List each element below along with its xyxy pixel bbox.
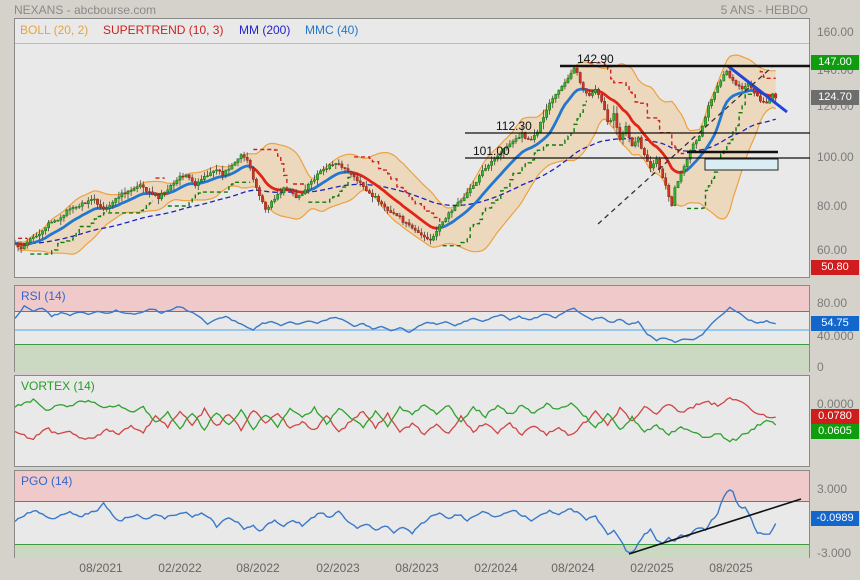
vortex-panel[interactable]: VORTEX (14) — [14, 375, 810, 467]
x-axis-date-label: 08/2024 — [551, 561, 595, 575]
rsi-oversold-zone — [15, 344, 809, 372]
x-axis-date-label: 08/2025 — [709, 561, 753, 575]
x-axis-date-label: 02/2023 — [316, 561, 360, 575]
pgo-lower-zone — [15, 544, 809, 558]
x-axis-date-label: 08/2021 — [79, 561, 123, 575]
rsi-value-badge: 54.75 — [811, 316, 859, 331]
page-title: NEXANS - abcbourse.com — [14, 3, 157, 17]
legend-supertrend: SUPERTREND (10, 3) — [103, 23, 224, 37]
support1-price-label: 112.30 — [496, 119, 532, 133]
vortex-value-badge: 0.0605 — [811, 424, 859, 439]
legend-mm200: MM (200) — [239, 23, 291, 37]
vortex-title: VORTEX (14) — [21, 379, 95, 393]
main-value-badge: 50.80 — [811, 260, 859, 275]
support2-price-label: 101.00 — [473, 144, 510, 158]
main-axis-label: 100.00 — [817, 150, 854, 164]
timeframe-label: 5 ANS - HEBDO — [720, 3, 808, 17]
pgo-axis-label: -3.000 — [817, 546, 852, 560]
pgo-upper-zone — [15, 471, 809, 502]
pgo-title: PGO (14) — [21, 474, 73, 488]
rsi-title: RSI (14) — [21, 289, 66, 303]
rsi-axis-label: 0 — [817, 360, 824, 374]
rsi-axis-label: 40.000 — [817, 329, 854, 343]
rsi-panel[interactable]: RSI (14) — [14, 285, 810, 372]
pgo-panel[interactable]: PGO (14) — [14, 470, 810, 558]
vortex-value-badge: 0.0780 — [811, 409, 859, 424]
price-panel[interactable]: BOLL (20, 2) SUPERTREND (10, 3) MM (200)… — [14, 18, 810, 278]
pgo-axis-label: 3.000 — [817, 482, 848, 496]
legend-boll: BOLL (20, 2) — [20, 23, 89, 37]
x-axis-date-label: 02/2024 — [474, 561, 518, 575]
resistance-price-label: 142.90 — [577, 52, 614, 66]
rsi-overbought-zone — [15, 286, 809, 312]
pgo-value-badge: -0.0989 — [811, 511, 859, 526]
rsi-mid-line — [15, 329, 809, 331]
x-axis-date-label: 08/2022 — [236, 561, 280, 575]
indicator-legend: BOLL (20, 2) SUPERTREND (10, 3) MM (200)… — [15, 19, 809, 44]
main-axis-label: 160.00 — [817, 25, 854, 39]
main-value-badge: 124.70 — [811, 90, 859, 105]
legend-mmc40: MMC (40) — [305, 23, 359, 37]
main-value-badge: 147.00 — [811, 55, 859, 70]
x-axis-date-label: 02/2022 — [158, 561, 202, 575]
vortex-axis-label: 0.0000 — [817, 397, 854, 411]
x-axis-date-label: 08/2023 — [395, 561, 439, 575]
rsi-axis-label: 80.00 — [817, 296, 848, 310]
main-axis-label: 80.00 — [817, 199, 848, 213]
x-axis-date-label: 02/2025 — [630, 561, 674, 575]
main-axis-label: 60.00 — [817, 243, 848, 257]
